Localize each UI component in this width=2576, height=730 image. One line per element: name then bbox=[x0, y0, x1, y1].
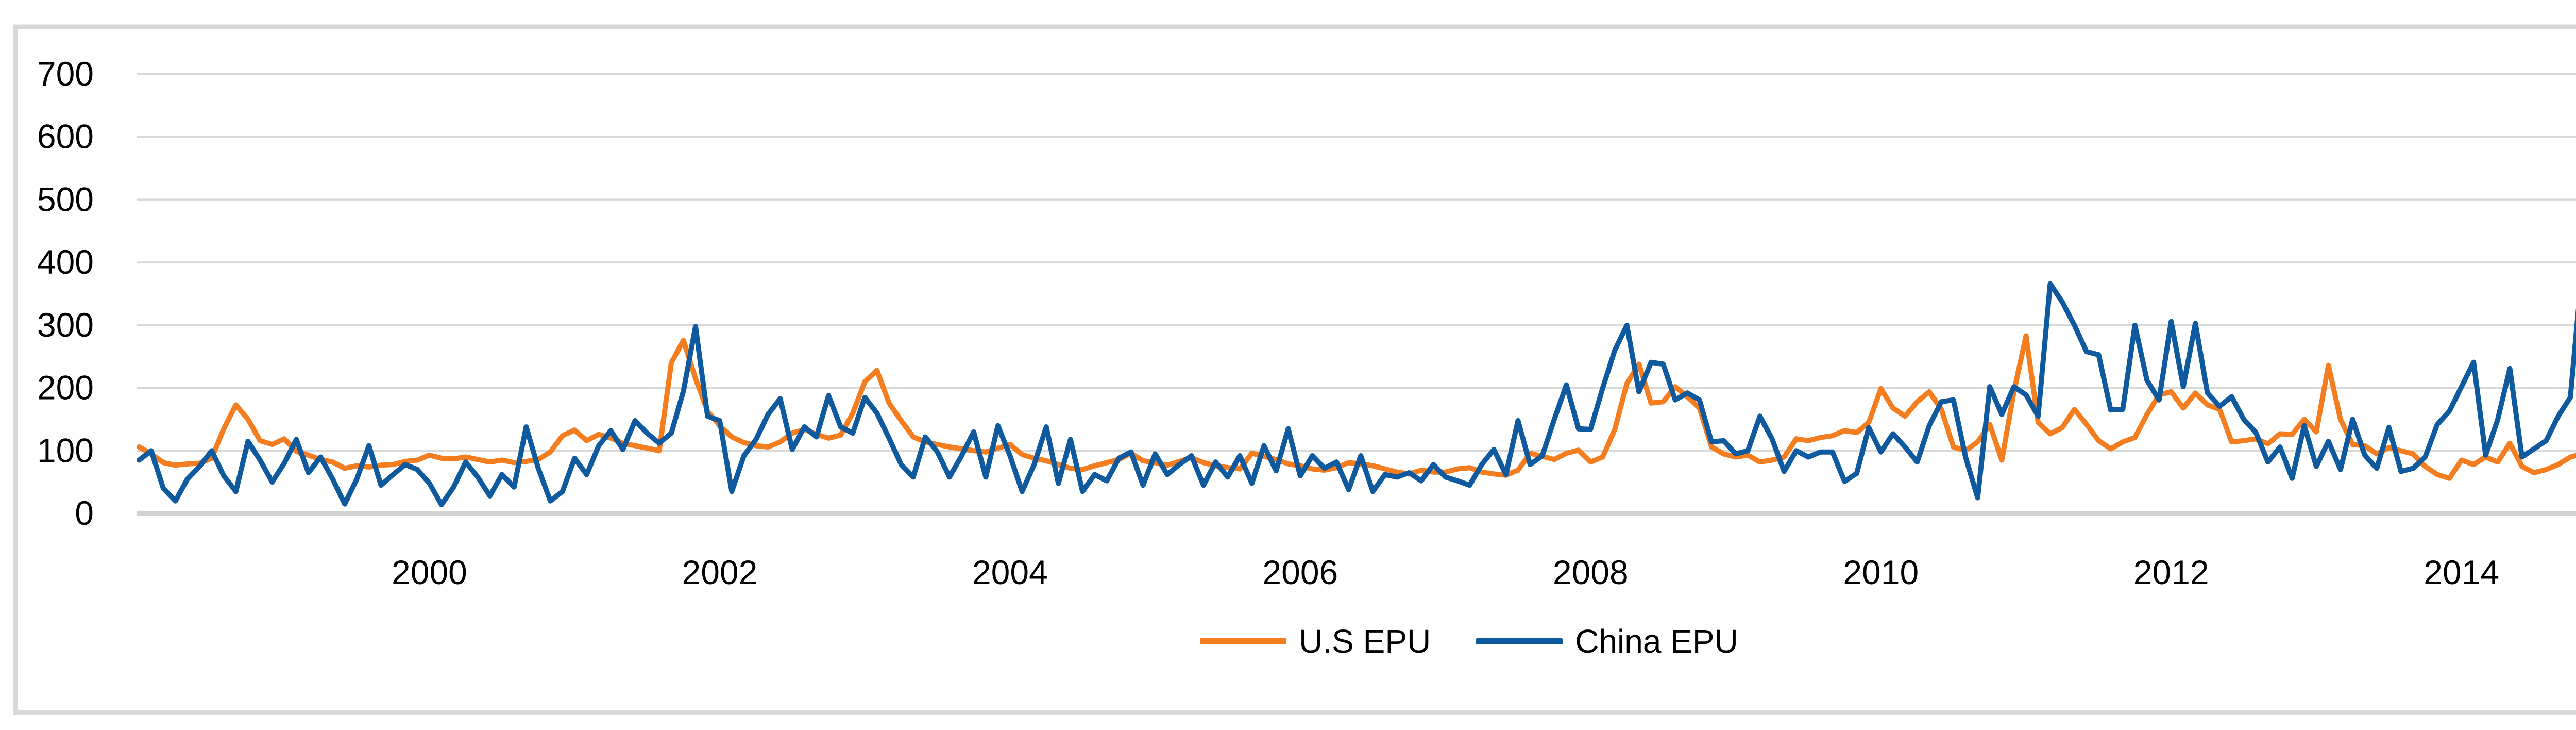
y-tick-label-600: 600 bbox=[37, 118, 94, 156]
china-line-swatch bbox=[1476, 638, 1563, 644]
x-tick-label-2000: 2000 bbox=[392, 553, 467, 591]
china-epu-line bbox=[137, 281, 2576, 507]
x-tick-label-2002: 2002 bbox=[682, 553, 758, 591]
y-tick-label-400: 400 bbox=[37, 243, 94, 281]
x-tick-label-2010: 2010 bbox=[1843, 553, 1919, 591]
card-border bbox=[13, 24, 2576, 715]
legend-item-us[interactable]: U.S EPU bbox=[1200, 625, 1431, 658]
legend-label-us: U.S EPU bbox=[1299, 623, 1431, 660]
us-epu-line bbox=[137, 333, 2576, 481]
x-tick-label-2008: 2008 bbox=[1553, 553, 1629, 591]
y-tick-label-100: 100 bbox=[37, 431, 94, 469]
y-tick-label-300: 300 bbox=[37, 306, 94, 344]
legend: U.S EPU China EPU bbox=[0, 625, 2576, 658]
legend-label-china: China EPU bbox=[1575, 623, 1738, 660]
x-tick-label-2014: 2014 bbox=[2424, 553, 2499, 591]
x-tick-label-2004: 2004 bbox=[972, 553, 1048, 591]
x-tick-label-2006: 2006 bbox=[1262, 553, 1338, 591]
y-tick-label-200: 200 bbox=[37, 369, 94, 407]
x-tick-label-2012: 2012 bbox=[2133, 553, 2209, 591]
y-tick-label-0: 0 bbox=[75, 494, 94, 532]
legend-item-china[interactable]: China EPU bbox=[1476, 625, 1738, 658]
y-tick-label-500: 500 bbox=[37, 180, 94, 218]
us-line-swatch bbox=[1200, 638, 1287, 644]
y-tick-label-700: 700 bbox=[37, 55, 94, 93]
